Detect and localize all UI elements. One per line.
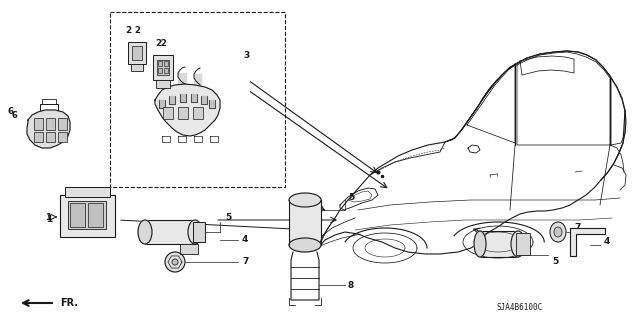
- Text: 7: 7: [242, 257, 248, 266]
- Polygon shape: [155, 84, 220, 136]
- Polygon shape: [180, 94, 186, 102]
- Text: 7: 7: [574, 224, 580, 233]
- Ellipse shape: [289, 238, 321, 252]
- Bar: [193, 107, 203, 119]
- Bar: [158, 61, 162, 66]
- Ellipse shape: [474, 231, 486, 257]
- Bar: [46, 118, 55, 130]
- Text: 1: 1: [45, 214, 52, 224]
- Bar: [178, 107, 188, 119]
- Bar: [164, 61, 168, 66]
- Bar: [110, 12, 285, 187]
- Bar: [180, 244, 198, 254]
- Polygon shape: [201, 96, 207, 104]
- Polygon shape: [169, 96, 175, 104]
- Ellipse shape: [550, 222, 566, 242]
- Text: 4: 4: [604, 238, 611, 247]
- Text: 5: 5: [552, 257, 558, 266]
- Polygon shape: [194, 74, 201, 85]
- Bar: [157, 60, 169, 75]
- Bar: [88, 203, 103, 227]
- Ellipse shape: [188, 220, 202, 244]
- Bar: [34, 132, 43, 142]
- Bar: [132, 46, 142, 60]
- Bar: [131, 64, 143, 71]
- Bar: [158, 68, 162, 73]
- Text: FR.: FR.: [60, 298, 78, 308]
- Text: 5: 5: [348, 192, 355, 202]
- Bar: [153, 55, 173, 80]
- Ellipse shape: [511, 231, 525, 257]
- Text: 2: 2: [134, 26, 140, 35]
- Text: SJA4B6100C: SJA4B6100C: [497, 303, 543, 313]
- Bar: [58, 118, 67, 130]
- Ellipse shape: [289, 193, 321, 207]
- Polygon shape: [159, 100, 165, 108]
- Text: 6: 6: [8, 108, 14, 116]
- Text: 6: 6: [11, 110, 17, 120]
- Text: 4: 4: [242, 235, 248, 244]
- Polygon shape: [209, 100, 215, 108]
- Circle shape: [165, 252, 185, 272]
- Text: 2: 2: [155, 39, 161, 48]
- Bar: [68, 201, 106, 229]
- Bar: [145, 220, 195, 244]
- Text: 5: 5: [225, 213, 231, 222]
- Polygon shape: [191, 94, 197, 102]
- Ellipse shape: [138, 220, 152, 244]
- Bar: [128, 42, 146, 64]
- Polygon shape: [27, 110, 70, 148]
- Bar: [164, 68, 168, 73]
- Bar: [480, 231, 518, 257]
- Text: 2: 2: [125, 26, 131, 35]
- Bar: [65, 187, 110, 197]
- Bar: [516, 233, 530, 255]
- Bar: [289, 200, 321, 245]
- Text: 1: 1: [45, 212, 51, 221]
- Text: 8: 8: [348, 280, 355, 290]
- Polygon shape: [158, 73, 168, 87]
- Circle shape: [172, 259, 178, 265]
- Bar: [163, 107, 173, 119]
- Bar: [60, 195, 115, 237]
- Bar: [58, 132, 67, 142]
- Polygon shape: [570, 228, 605, 256]
- Ellipse shape: [554, 227, 562, 237]
- Text: 3: 3: [243, 50, 249, 60]
- Bar: [156, 80, 170, 88]
- Polygon shape: [178, 73, 186, 84]
- Bar: [46, 132, 55, 142]
- Bar: [193, 222, 205, 242]
- Bar: [70, 203, 85, 227]
- Bar: [34, 118, 43, 130]
- Text: 2: 2: [160, 39, 166, 48]
